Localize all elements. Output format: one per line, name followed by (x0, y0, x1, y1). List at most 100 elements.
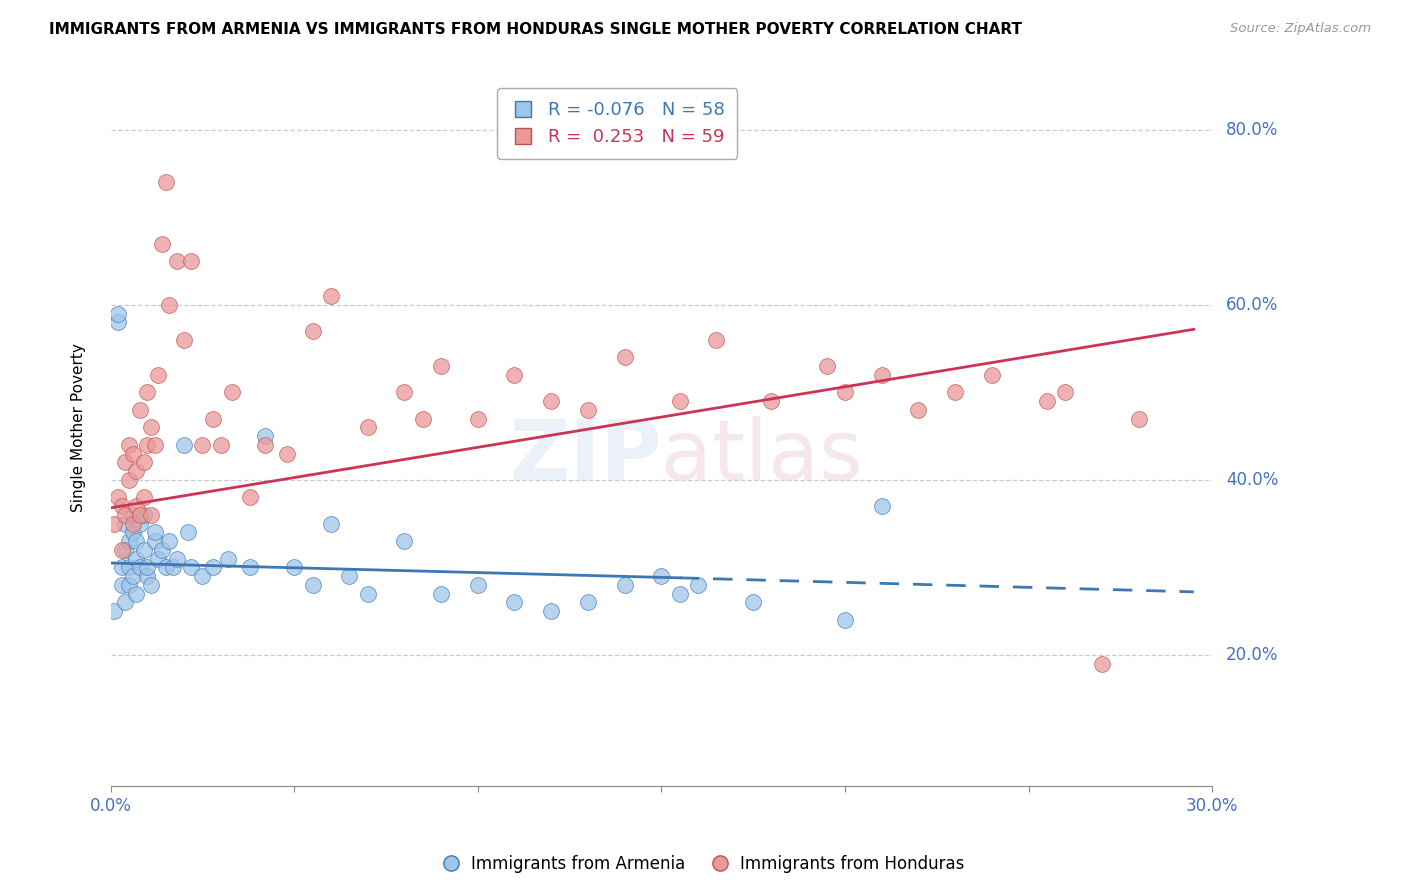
Point (815, 359, 838, 373)
Legend: R = -0.076   N = 58, R =  0.253   N = 59: R = -0.076 N = 58, R = 0.253 N = 59 (498, 88, 737, 159)
Text: 80.0%: 80.0% (1226, 120, 1278, 139)
Point (1091, 657, 1114, 671)
Point (121, 508, 143, 522)
Point (943, 385, 966, 400)
Point (114, 516, 136, 531)
Point (110, 499, 132, 513)
Point (356, 586, 378, 600)
Point (136, 438, 159, 452)
Point (103, 604, 125, 618)
Point (121, 569, 143, 583)
Point (143, 534, 166, 549)
Point (110, 578, 132, 592)
Point (176, 525, 198, 540)
Point (276, 447, 298, 461)
Point (148, 368, 170, 382)
Point (467, 411, 489, 425)
Point (150, 542, 173, 557)
Point (143, 525, 166, 540)
Point (150, 236, 173, 251)
Text: 40.0%: 40.0% (1226, 471, 1278, 489)
Point (202, 560, 225, 574)
Point (650, 569, 672, 583)
Point (136, 385, 159, 400)
Point (576, 595, 599, 609)
Point (148, 551, 170, 566)
Point (103, 516, 125, 531)
Point (253, 438, 276, 452)
Point (125, 551, 148, 566)
Point (209, 438, 232, 452)
Point (139, 420, 162, 434)
Point (155, 175, 177, 189)
Point (129, 402, 152, 417)
Point (125, 464, 148, 478)
Point (834, 385, 856, 400)
Point (157, 298, 180, 312)
Point (180, 560, 202, 574)
Point (114, 595, 136, 609)
Point (155, 560, 177, 574)
Text: ZIP: ZIP (509, 416, 661, 497)
Point (121, 525, 143, 540)
Point (412, 411, 434, 425)
Point (356, 420, 378, 434)
Point (301, 578, 323, 592)
Point (118, 560, 141, 574)
Point (110, 560, 132, 574)
Point (118, 578, 141, 592)
Point (125, 534, 148, 549)
Point (337, 569, 360, 583)
Point (118, 534, 141, 549)
Point (980, 368, 1002, 382)
Point (157, 534, 180, 549)
Point (173, 438, 195, 452)
Point (129, 516, 152, 531)
Point (613, 351, 636, 365)
Point (118, 438, 141, 452)
Point (191, 438, 214, 452)
Point (132, 455, 155, 469)
Point (121, 516, 143, 531)
Point (540, 394, 562, 409)
Point (394, 534, 416, 549)
Point (319, 516, 342, 531)
Point (129, 508, 152, 522)
Point (136, 569, 159, 583)
Point (173, 333, 195, 347)
Point (121, 447, 143, 461)
Point (132, 491, 155, 505)
Point (132, 542, 155, 557)
Point (283, 560, 305, 574)
Point (503, 368, 526, 382)
Point (870, 499, 893, 513)
Point (139, 508, 162, 522)
Point (114, 455, 136, 469)
Text: atlas: atlas (661, 416, 863, 497)
Point (430, 359, 453, 373)
Point (761, 394, 783, 409)
Point (132, 508, 155, 522)
Point (1054, 385, 1077, 400)
Point (162, 560, 184, 574)
Point (143, 438, 166, 452)
Point (110, 542, 132, 557)
Point (742, 595, 765, 609)
Y-axis label: Single Mother Poverty: Single Mother Poverty (72, 343, 86, 512)
Point (706, 333, 728, 347)
Point (166, 551, 188, 566)
Point (129, 560, 152, 574)
Point (394, 385, 416, 400)
Point (107, 315, 129, 329)
Point (139, 578, 162, 592)
Point (430, 586, 453, 600)
Point (319, 289, 342, 303)
Point (107, 491, 129, 505)
Point (125, 586, 148, 600)
Point (114, 508, 136, 522)
Text: IMMIGRANTS FROM ARMENIA VS IMMIGRANTS FROM HONDURAS SINGLE MOTHER POVERTY CORREL: IMMIGRANTS FROM ARMENIA VS IMMIGRANTS FR… (49, 22, 1022, 37)
Point (114, 542, 136, 557)
Point (834, 613, 856, 627)
Point (467, 578, 489, 592)
Point (191, 569, 214, 583)
